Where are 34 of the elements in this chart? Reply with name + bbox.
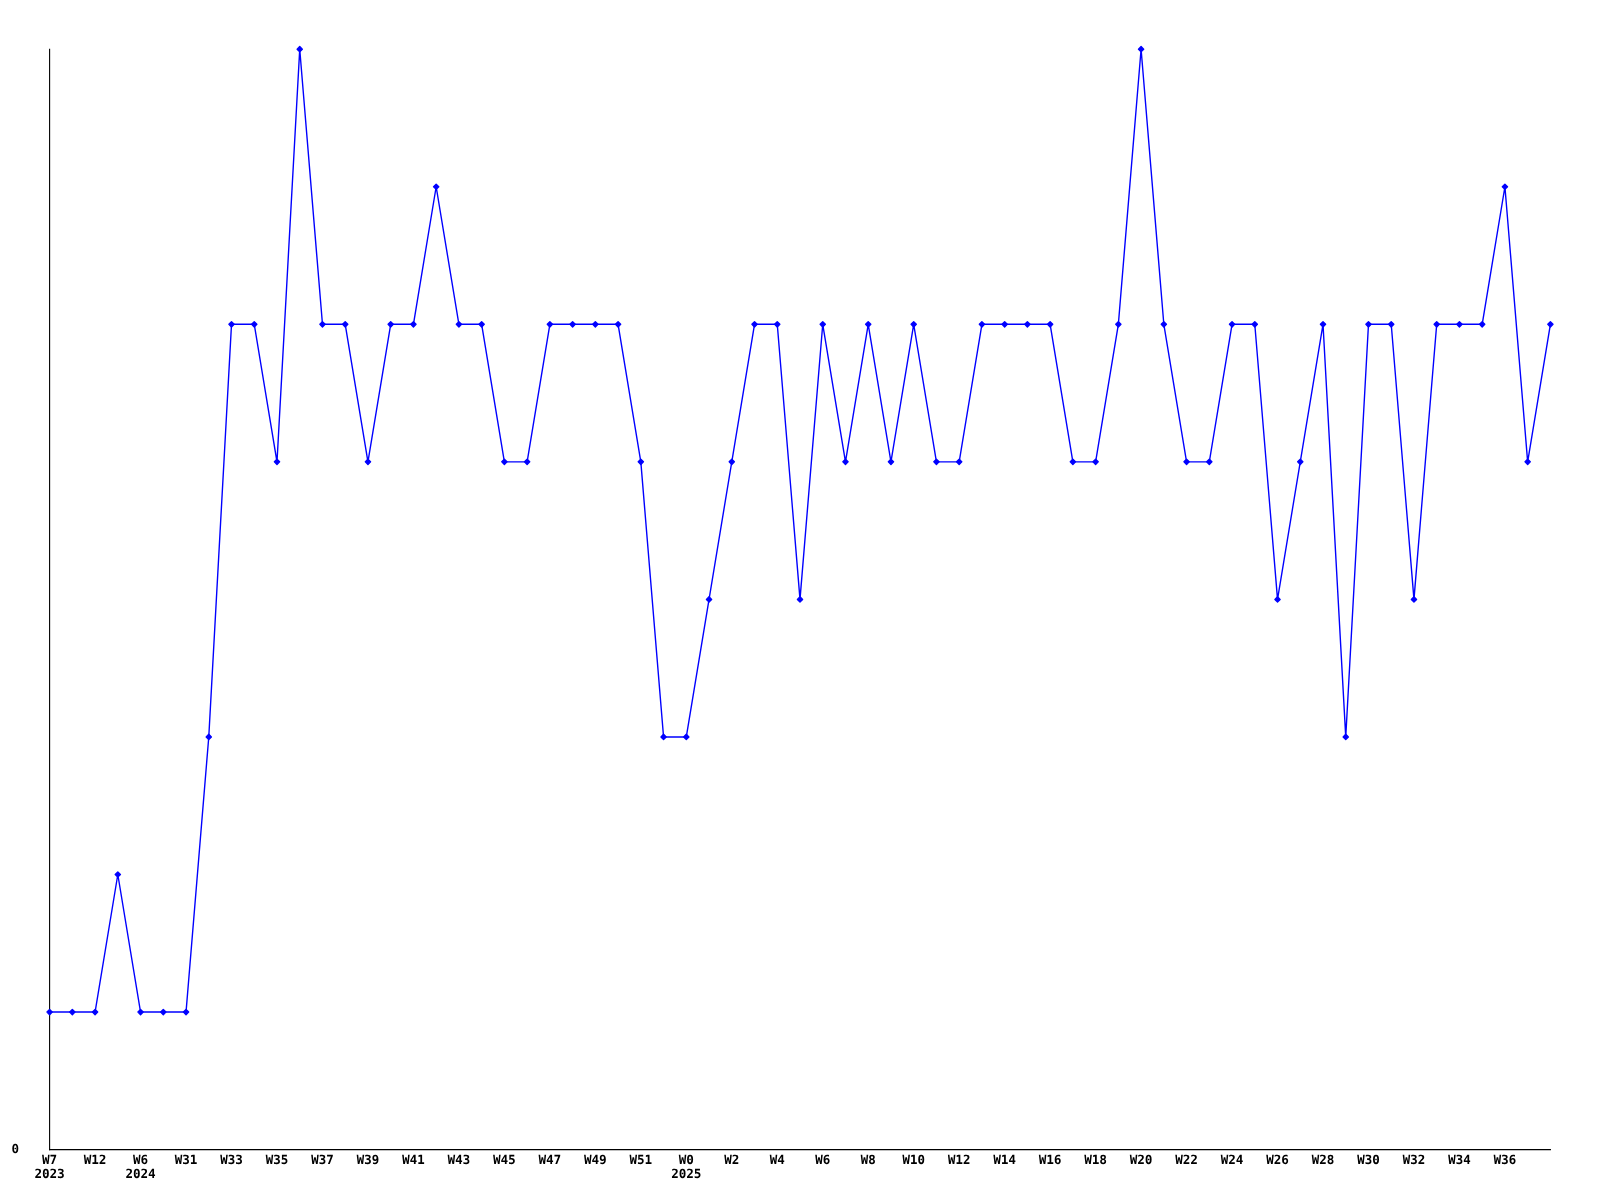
x-tick-label: W32	[1402, 1154, 1425, 1165]
x-tick-label: W43	[447, 1154, 470, 1165]
x-tick-label: W39	[356, 1154, 379, 1165]
x-tick-label: W20	[1129, 1154, 1152, 1165]
x-tick-label: W14	[993, 1154, 1016, 1164]
text: 0	[12, 1143, 19, 1154]
x-tick-label: W30	[1357, 1154, 1380, 1165]
x-tick-label: W45	[493, 1154, 515, 1165]
x-tick-label: W26	[1266, 1154, 1289, 1165]
x-tick-label: W36	[1493, 1154, 1516, 1165]
x-tick-label: W12	[83, 1154, 106, 1164]
x-tick-label: W47	[538, 1154, 561, 1164]
x-tick-label: W41	[402, 1154, 425, 1164]
x-tick-label: W34	[1448, 1154, 1471, 1165]
x-tick-label: W12	[947, 1154, 970, 1164]
x-tick-label: W22	[1175, 1154, 1197, 1164]
x-tick-label: W7 2023	[35, 1154, 64, 1179]
x-tick-label: W10	[902, 1154, 925, 1165]
x-tick-label: W51	[629, 1154, 652, 1165]
x-tick-label: W16	[1038, 1154, 1061, 1165]
x-tick-label: W37	[311, 1154, 333, 1165]
x-tick-label: W2	[724, 1154, 739, 1164]
x-tick-label: W4	[769, 1154, 785, 1164]
x-tick-label: W18	[1084, 1154, 1107, 1165]
x-tick-label: W35	[265, 1154, 288, 1165]
x-tick-label: W6	[815, 1154, 830, 1165]
x-tick-label: W31	[174, 1154, 197, 1165]
x-tick-label: W49	[584, 1154, 606, 1165]
x-tick-label: W24	[1220, 1154, 1243, 1164]
x-tick-label: W33	[220, 1154, 242, 1165]
x-tick-label: W6 2024	[126, 1154, 156, 1179]
x-tick-label: W28	[1311, 1154, 1334, 1165]
x-tick-label: W0 2025	[671, 1154, 701, 1179]
x-tick-label: W8	[860, 1154, 875, 1165]
